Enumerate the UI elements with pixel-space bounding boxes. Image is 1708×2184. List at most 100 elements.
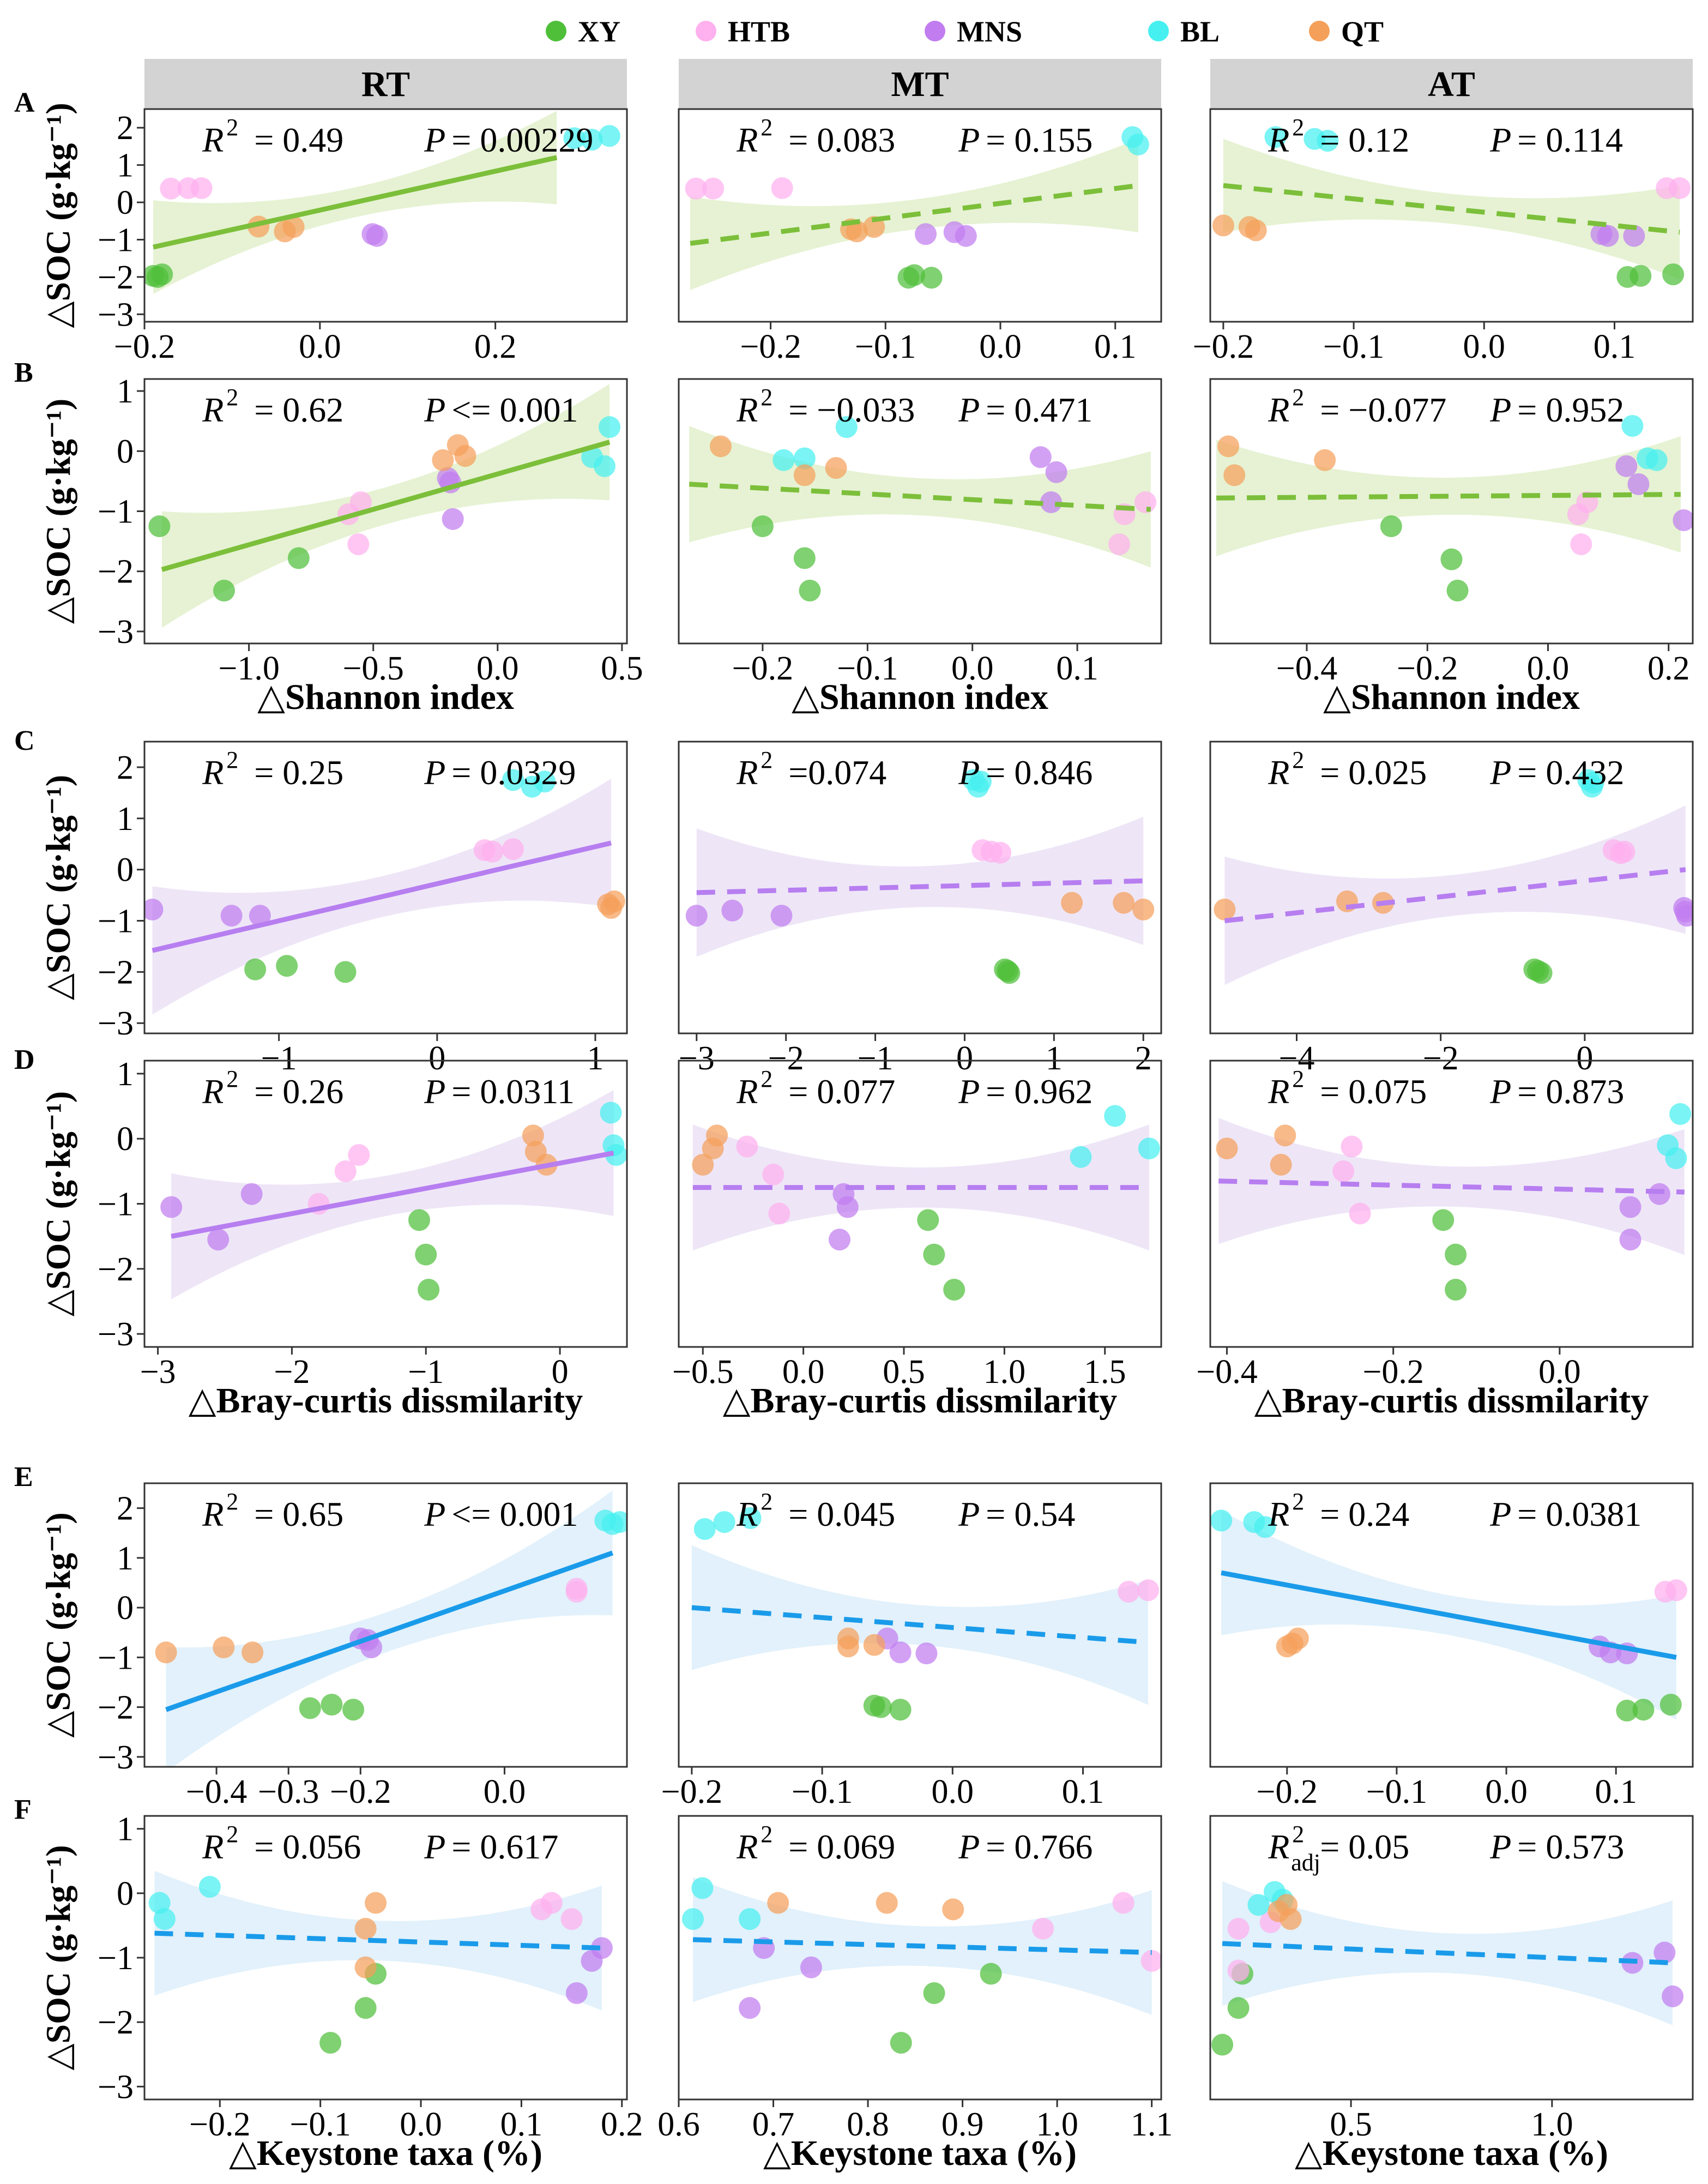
point-bl — [1210, 1509, 1233, 1532]
r2-value: = 0.05 — [1320, 1827, 1409, 1866]
point-htb — [160, 177, 182, 200]
x-tick-label: −0.5 — [342, 650, 403, 687]
point-htb — [685, 177, 707, 200]
legend-item-bl: BL — [1148, 15, 1220, 48]
point-qt — [837, 1635, 859, 1658]
panel-b-mt: −0.2 −0.1 0.0 0.1 R 2 = −0.033 P = 0.471 — [678, 378, 1162, 687]
point-xy — [1632, 1699, 1655, 1721]
point-xy — [1662, 263, 1685, 286]
x-tick-label: −0.2 — [740, 328, 801, 365]
point-bl — [969, 771, 992, 793]
y-tick-label: 1 — [117, 1056, 134, 1093]
point-bl — [693, 1518, 716, 1540]
point-xy — [890, 2032, 912, 2054]
x-tick-label: −2 — [1423, 1040, 1459, 1077]
p-symbol: P — [1489, 1827, 1511, 1866]
point-qt — [1214, 898, 1236, 920]
p-value: <= 0.001 — [451, 390, 578, 429]
row-letter-f: F — [14, 1794, 32, 1825]
r2-superscript: 2 — [761, 1066, 772, 1092]
point-mns — [1673, 509, 1693, 532]
point-mns — [800, 1956, 822, 1978]
point-bl — [599, 416, 621, 438]
point-xy — [793, 547, 816, 569]
p-symbol: P — [1489, 121, 1511, 159]
r2-adj-subscript: adj — [1291, 1849, 1320, 1876]
x-tick-label: 0.6 — [657, 2106, 700, 2143]
fit-line — [153, 155, 558, 250]
point-qt — [432, 449, 454, 471]
point-htb — [771, 177, 793, 200]
y-tick-label: 1 — [117, 373, 134, 410]
point-mns — [770, 905, 793, 927]
point-htb — [1108, 533, 1131, 556]
point-xy — [213, 580, 235, 601]
p-value: <= 0.001 — [451, 1495, 578, 1533]
point-htb — [1118, 1580, 1140, 1603]
r2-superscript: 2 — [761, 384, 772, 411]
point-qt — [1287, 1627, 1309, 1650]
x-tick-label: 0.0 — [1527, 650, 1570, 687]
point-bl — [1247, 1894, 1270, 1916]
point-qt — [522, 1124, 544, 1147]
y-tick-label: −1 — [98, 1639, 134, 1676]
fit-line — [689, 482, 1151, 512]
point-mns — [1040, 491, 1062, 513]
x-tick-label: 1.5 — [1084, 1353, 1126, 1391]
x-axis-label: △Bray-curtis dissmilarity — [723, 1381, 1118, 1421]
p-symbol: P — [424, 753, 445, 792]
stats-annotation: R 2 = 0.069 P = 0.766 — [736, 1821, 1093, 1866]
x-tick-label: 1 — [1046, 1040, 1063, 1077]
panel-frame — [678, 108, 1162, 323]
r2-symbol: R — [736, 753, 758, 792]
point-htb — [1570, 533, 1592, 556]
point-htb — [348, 1144, 370, 1166]
p-value: = 0.0329 — [451, 753, 576, 792]
r2-value: = 0.056 — [254, 1827, 361, 1866]
point-htb — [1032, 1917, 1054, 1940]
point-xy — [923, 1982, 945, 2004]
point-htb — [540, 1892, 563, 1914]
point-mns — [739, 1997, 761, 2019]
point-bl — [1264, 126, 1287, 148]
x-tick-label: 1 — [587, 1040, 603, 1077]
point-mns — [565, 1982, 588, 2004]
panel-frame — [678, 1482, 1162, 1768]
point-qt — [213, 1637, 235, 1659]
y-tick-label: −2 — [98, 553, 134, 591]
p-value: = 0.471 — [986, 390, 1093, 429]
point-bl — [835, 416, 858, 438]
x-tick-label: −0.2 — [1193, 328, 1254, 365]
fit-line — [1224, 867, 1686, 923]
panel-frame — [1209, 1815, 1694, 2101]
point-qt — [793, 464, 816, 486]
point-xy — [980, 1963, 1002, 1985]
point-htb — [565, 1580, 588, 1603]
r2-superscript: 2 — [226, 114, 238, 141]
x-tick-label: 1.0 — [1036, 2106, 1078, 2143]
r2-symbol: R — [1268, 1072, 1289, 1111]
point-qt — [692, 1153, 714, 1176]
point-xy — [418, 1279, 440, 1301]
y-axis-label: △SOC (g·kg⁻¹) — [39, 1091, 77, 1316]
point-xy — [889, 1699, 912, 1721]
point-bl — [593, 455, 615, 477]
legend-label: QT — [1341, 15, 1384, 48]
point-bl — [1070, 1146, 1092, 1168]
panel-e-at: −0.2 −0.1 0.0 0.1 R 2 = 0.24 P = 0.0381 — [1209, 1482, 1694, 1810]
r2-superscript: 2 — [1292, 1066, 1304, 1092]
point-htb — [736, 1135, 758, 1158]
y-tick-label: −3 — [98, 2068, 134, 2105]
point-mns — [889, 1641, 912, 1664]
point-qt — [1061, 892, 1083, 914]
r2-value: = 0.045 — [788, 1495, 895, 1533]
panel-frame — [1209, 378, 1694, 645]
point-htb — [347, 533, 370, 556]
point-mns — [590, 1937, 613, 1959]
y-tick-label: 1 — [117, 1540, 134, 1577]
r2-symbol: R — [202, 390, 224, 429]
legend: XY HTB MNS BL QT — [546, 15, 1384, 48]
p-value: = 0.962 — [986, 1072, 1093, 1111]
